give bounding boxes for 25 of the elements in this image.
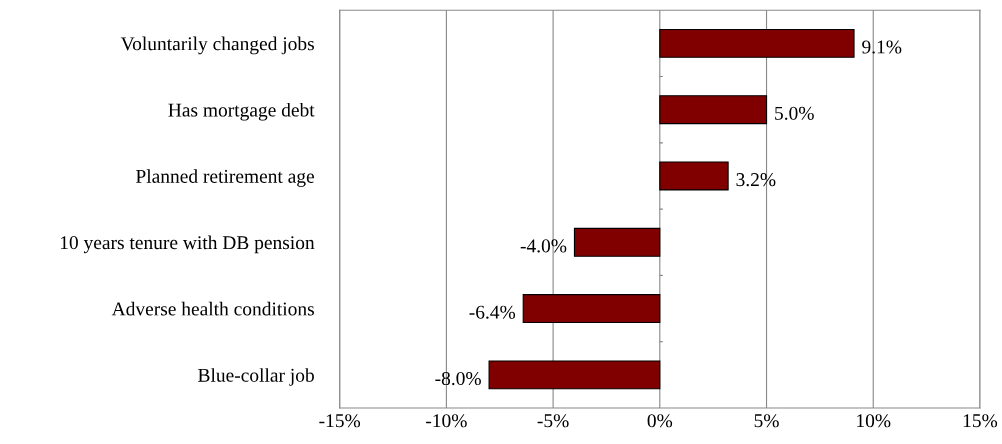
data-label: -4.0% (520, 239, 567, 253)
bar (659, 28, 855, 58)
x-tick-label: 0% (647, 414, 673, 428)
y-tick-label: Adverse health conditions (111, 301, 314, 316)
y-tick-label: Blue-collar job (198, 368, 314, 386)
bar (522, 294, 661, 324)
data-label: 9.1% (862, 40, 902, 54)
x-tick-label: -15% (319, 414, 361, 428)
bar (573, 227, 661, 257)
bar (659, 161, 729, 191)
data-label: -8.0% (435, 371, 481, 386)
y-tick-label: Voluntarily changed jobs (120, 36, 314, 55)
x-tick-label: 10% (857, 414, 891, 428)
bar (488, 360, 661, 390)
x-tick-label: 5% (754, 414, 779, 428)
x-tick-label: -5% (537, 414, 569, 428)
data-label: 5.0% (775, 106, 814, 120)
x-tick-label: 15% (963, 414, 998, 428)
bar (659, 95, 768, 125)
y-tick-label: 10 years tenure with DB pension (60, 235, 315, 254)
y-tick-label: Has mortgage debt (168, 102, 315, 121)
y-tick-label: Planned retirement age (135, 169, 314, 187)
x-tick-label: -10% (426, 414, 467, 428)
data-label: 3.2% (736, 173, 776, 187)
data-label: -6.4% (469, 305, 516, 319)
